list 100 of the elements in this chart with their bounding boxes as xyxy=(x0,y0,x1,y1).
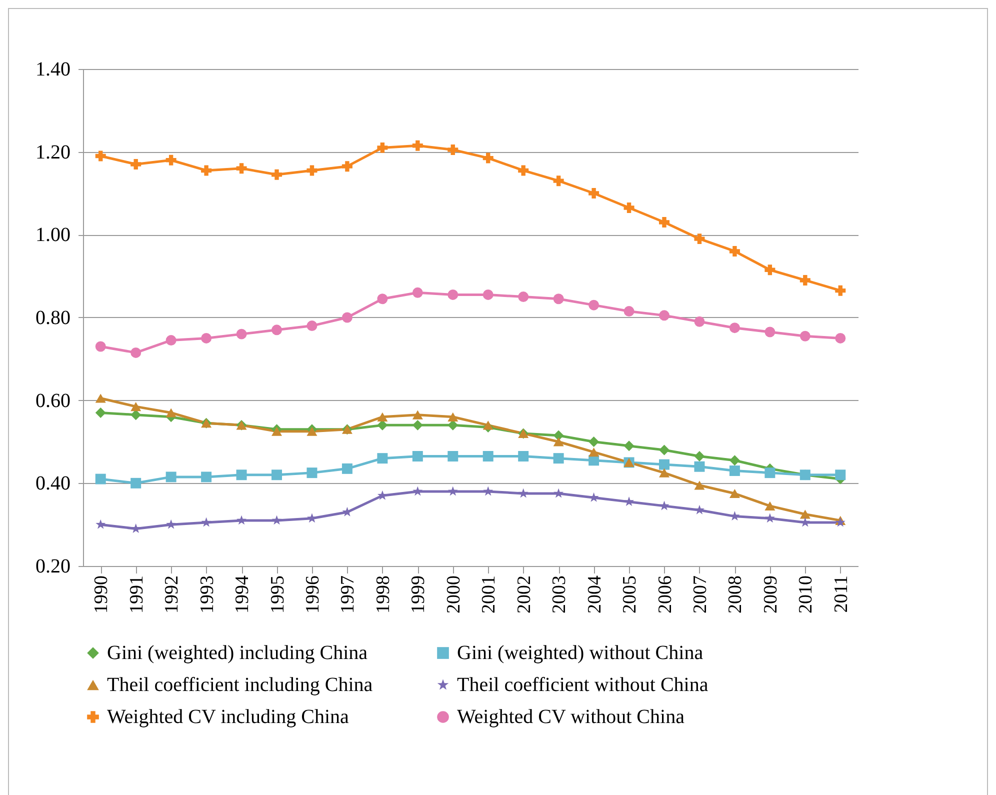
point xyxy=(694,316,705,327)
point xyxy=(448,451,458,462)
point xyxy=(694,234,705,244)
point xyxy=(236,163,247,174)
point xyxy=(553,430,564,441)
point xyxy=(96,519,106,529)
point xyxy=(448,486,458,496)
point xyxy=(272,470,282,480)
point xyxy=(800,274,810,286)
point xyxy=(694,480,705,490)
point xyxy=(553,453,564,464)
point xyxy=(306,320,318,332)
point xyxy=(588,448,600,457)
point xyxy=(659,468,670,478)
point xyxy=(729,322,740,334)
point xyxy=(412,420,423,430)
point xyxy=(448,289,458,300)
point xyxy=(448,144,458,156)
point xyxy=(95,408,106,418)
point xyxy=(729,488,740,498)
point xyxy=(236,470,247,480)
x-tick-label: 1990 xyxy=(91,576,112,614)
point xyxy=(95,474,106,484)
point xyxy=(201,165,212,176)
point xyxy=(412,287,423,298)
point xyxy=(729,455,740,466)
point xyxy=(130,402,142,412)
point xyxy=(553,176,564,186)
point xyxy=(553,294,564,304)
x-tick-label: 1999 xyxy=(408,576,430,614)
point xyxy=(764,264,776,276)
point xyxy=(764,326,776,338)
point xyxy=(342,312,352,323)
y-tick-label: 1.40 xyxy=(36,58,70,80)
point xyxy=(306,165,318,176)
point xyxy=(306,426,318,436)
point xyxy=(588,188,600,198)
point xyxy=(624,202,634,213)
point xyxy=(729,246,740,256)
point xyxy=(130,347,142,358)
legend-label: Theil coefficient including China xyxy=(107,674,373,696)
point xyxy=(306,468,318,478)
point xyxy=(694,461,705,472)
legend-label: Weighted CV without China xyxy=(457,706,685,728)
point xyxy=(659,500,670,510)
point xyxy=(835,285,846,296)
x-tick-label: 1992 xyxy=(162,576,183,614)
point xyxy=(377,142,388,153)
x-tick-label: 1995 xyxy=(267,576,288,614)
point xyxy=(201,517,212,527)
point xyxy=(482,289,494,300)
point xyxy=(377,453,388,464)
x-tick-label: 1993 xyxy=(196,576,218,614)
point xyxy=(659,310,670,321)
x-tick-label: 1997 xyxy=(338,576,359,614)
point xyxy=(482,152,494,164)
point xyxy=(130,159,142,170)
point xyxy=(518,488,528,498)
y-tick-label: 1.20 xyxy=(36,141,70,164)
point xyxy=(166,154,176,166)
point xyxy=(482,451,494,462)
point xyxy=(624,440,634,452)
point xyxy=(800,330,810,342)
point xyxy=(518,165,529,176)
point xyxy=(272,169,282,180)
x-tick-label: 2008 xyxy=(725,576,746,614)
point xyxy=(659,444,670,456)
point xyxy=(448,412,458,422)
point xyxy=(554,488,564,498)
point xyxy=(130,478,142,488)
x-tick-label: 1994 xyxy=(232,575,254,614)
point xyxy=(272,324,282,336)
point xyxy=(342,463,352,474)
point xyxy=(201,332,212,344)
point xyxy=(201,472,212,482)
point xyxy=(130,523,141,533)
point xyxy=(166,472,176,482)
point xyxy=(588,300,600,310)
point xyxy=(272,426,282,436)
x-tick-label: 2010 xyxy=(796,576,817,614)
x-tick-label: 2002 xyxy=(514,576,535,614)
x-tick-label: 2007 xyxy=(690,576,711,614)
point xyxy=(835,332,846,344)
point xyxy=(518,292,529,302)
point xyxy=(553,437,564,446)
x-tick-label: 2001 xyxy=(478,576,500,614)
point xyxy=(800,517,810,527)
point xyxy=(764,513,775,523)
legend-label: Theil coefficient without China xyxy=(457,674,708,696)
legend-label: Weighted CV including China xyxy=(107,706,350,728)
point xyxy=(482,420,494,430)
point xyxy=(659,217,670,228)
point xyxy=(659,459,670,470)
point xyxy=(236,515,247,525)
point xyxy=(764,501,776,510)
point xyxy=(412,451,423,462)
point xyxy=(835,470,846,480)
x-tick-label: 1996 xyxy=(302,576,324,614)
point xyxy=(377,294,388,304)
point xyxy=(342,161,352,172)
